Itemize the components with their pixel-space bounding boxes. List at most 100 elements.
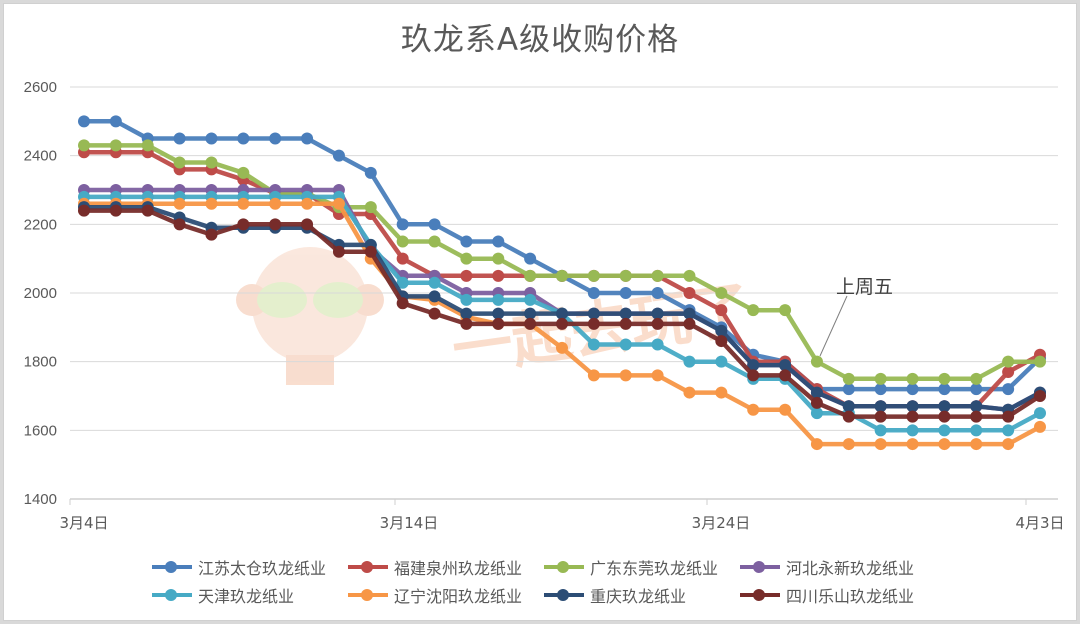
data-point[interactable] [874, 372, 887, 385]
data-point[interactable] [715, 335, 728, 348]
data-point[interactable] [364, 245, 377, 258]
data-point[interactable] [906, 383, 919, 396]
data-point[interactable] [524, 252, 537, 265]
data-point[interactable] [428, 235, 441, 248]
data-point[interactable] [205, 228, 218, 241]
data-point[interactable] [715, 304, 728, 317]
data-point[interactable] [205, 132, 218, 145]
data-point[interactable] [109, 115, 122, 128]
data-point[interactable] [619, 369, 632, 382]
data-point[interactable] [619, 307, 632, 320]
data-point[interactable] [78, 115, 90, 128]
data-point[interactable] [556, 317, 568, 330]
data-point[interactable] [587, 338, 600, 351]
data-point[interactable] [938, 438, 951, 451]
data-point[interactable] [396, 297, 409, 310]
data-point[interactable] [556, 307, 568, 320]
data-point[interactable] [173, 197, 186, 210]
data-point[interactable] [810, 438, 823, 451]
data-point[interactable] [715, 287, 728, 299]
data-point[interactable] [842, 383, 855, 396]
data-point[interactable] [874, 400, 887, 413]
data-point[interactable] [587, 317, 600, 330]
data-point[interactable] [747, 359, 760, 372]
data-point[interactable] [906, 400, 919, 413]
data-point[interactable] [683, 386, 696, 399]
data-point[interactable] [619, 317, 632, 330]
data-point[interactable] [970, 410, 983, 423]
data-point[interactable] [205, 156, 218, 169]
data-point[interactable] [587, 269, 600, 282]
data-point[interactable] [587, 307, 600, 320]
data-point[interactable] [779, 359, 792, 372]
data-point[interactable] [301, 197, 314, 210]
data-point[interactable] [1002, 424, 1015, 437]
data-point[interactable] [460, 269, 473, 282]
data-point[interactable] [396, 218, 409, 231]
data-point[interactable] [364, 166, 377, 179]
data-point[interactable] [556, 269, 568, 282]
data-point[interactable] [428, 276, 441, 289]
data-point[interactable] [619, 269, 632, 282]
data-point[interactable] [906, 410, 919, 423]
data-point[interactable] [428, 290, 441, 303]
data-point[interactable] [524, 269, 537, 282]
data-point[interactable] [492, 252, 505, 265]
data-point[interactable] [683, 287, 696, 299]
data-point[interactable] [141, 139, 154, 152]
data-point[interactable] [332, 149, 345, 162]
data-point[interactable] [842, 410, 855, 423]
data-point[interactable] [874, 410, 887, 423]
data-point[interactable] [524, 293, 537, 306]
data-point[interactable] [301, 218, 314, 231]
data-point[interactable] [460, 235, 473, 248]
data-point[interactable] [1034, 420, 1046, 433]
data-point[interactable] [779, 369, 792, 382]
data-point[interactable] [1002, 383, 1015, 396]
legend-item[interactable]: 重庆玖龙纸业 [542, 583, 738, 607]
data-point[interactable] [874, 383, 887, 396]
data-point[interactable] [587, 287, 600, 299]
data-point[interactable] [460, 317, 473, 330]
data-point[interactable] [906, 424, 919, 437]
data-point[interactable] [715, 324, 728, 337]
data-point[interactable] [1034, 390, 1046, 402]
data-point[interactable] [651, 317, 664, 330]
data-point[interactable] [332, 245, 345, 258]
data-point[interactable] [970, 383, 983, 396]
data-point[interactable] [651, 307, 664, 320]
data-point[interactable] [205, 197, 218, 210]
data-point[interactable] [1002, 365, 1015, 378]
data-point[interactable] [683, 317, 696, 330]
data-point[interactable] [683, 355, 696, 368]
data-point[interactable] [938, 372, 951, 385]
data-point[interactable] [492, 269, 505, 282]
data-point[interactable] [938, 383, 951, 396]
data-point[interactable] [141, 204, 154, 217]
data-point[interactable] [619, 338, 632, 351]
data-point[interactable] [874, 438, 887, 451]
data-point[interactable] [173, 132, 186, 145]
data-point[interactable] [938, 424, 951, 437]
data-point[interactable] [587, 369, 600, 382]
data-point[interactable] [396, 276, 409, 289]
data-point[interactable] [237, 166, 250, 179]
data-point[interactable] [970, 372, 983, 385]
data-point[interactable] [301, 132, 314, 145]
data-point[interactable] [683, 269, 696, 282]
data-point[interactable] [428, 218, 441, 231]
data-point[interactable] [1002, 355, 1015, 368]
data-point[interactable] [396, 235, 409, 248]
data-point[interactable] [810, 386, 823, 399]
data-point[interactable] [524, 307, 537, 320]
data-point[interactable] [651, 369, 664, 382]
data-point[interactable] [938, 410, 951, 423]
data-point[interactable] [109, 139, 122, 152]
data-point[interactable] [619, 287, 632, 299]
legend-item[interactable]: 福建泉州玖龙纸业 [346, 555, 542, 579]
data-point[interactable] [173, 218, 186, 231]
data-point[interactable] [810, 355, 823, 368]
data-point[interactable] [173, 156, 186, 169]
data-point[interactable] [460, 307, 473, 320]
legend-item[interactable]: 河北永新玖龙纸业 [738, 555, 934, 579]
